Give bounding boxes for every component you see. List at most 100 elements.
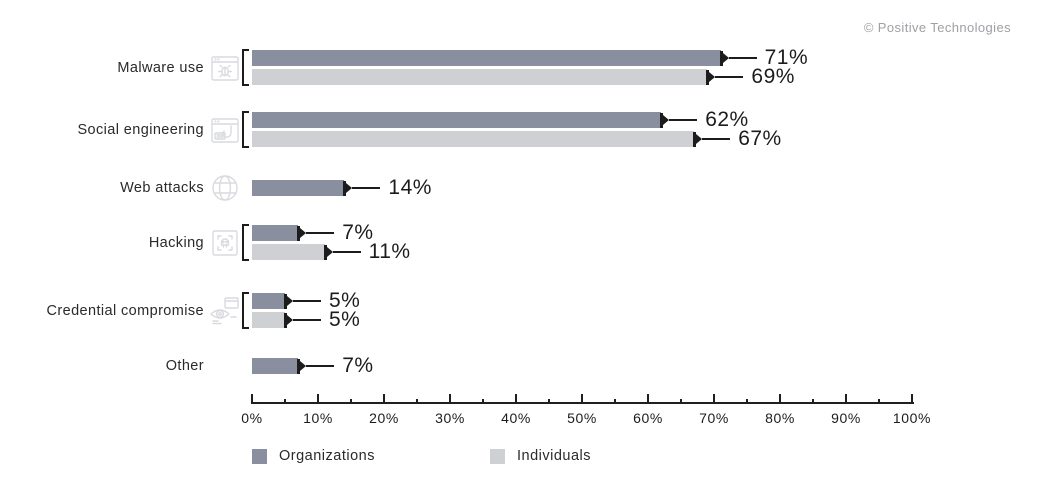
bar-row-individuals: 5% <box>252 308 360 331</box>
callout-marker <box>343 180 347 196</box>
callout-line <box>332 251 361 253</box>
axis-tick <box>449 394 451 404</box>
axis-minor-tick <box>746 399 748 404</box>
axis-tick-label: 70% <box>699 410 729 426</box>
bar-organizations <box>252 293 285 309</box>
callout-arrow <box>346 183 353 193</box>
value-label: 7% <box>342 221 374 244</box>
axis-tick <box>581 394 583 404</box>
category-label: Malware use <box>117 59 204 76</box>
bar-individuals <box>252 244 325 260</box>
value-label: 62% <box>705 108 749 131</box>
hacking-skull-icon <box>209 227 241 259</box>
bar-row-organizations: 71% <box>252 46 808 69</box>
callout-arrow <box>709 72 716 82</box>
callout-line <box>293 319 321 321</box>
malware-window-bug-icon <box>209 52 241 84</box>
axis-minor-tick <box>482 399 484 404</box>
callout-arrow <box>300 361 307 371</box>
axis-minor-tick <box>416 399 418 404</box>
bar-organizations <box>252 50 721 66</box>
callout-marker <box>660 112 664 128</box>
value-label: 11% <box>368 240 411 263</box>
axis-tick <box>845 394 847 404</box>
axis-tick-label: 40% <box>501 410 531 426</box>
axis-tick <box>647 394 649 404</box>
bar-organizations <box>252 358 299 374</box>
bar-individuals <box>252 131 695 147</box>
callout-marker <box>693 131 697 147</box>
value-label: 67% <box>738 127 782 150</box>
bar-row-individuals: 11% <box>252 240 411 263</box>
bar-row-individuals: 67% <box>252 127 782 150</box>
callout-arrow <box>663 115 670 125</box>
callout-arrow <box>696 134 703 144</box>
callout-arrow <box>287 296 293 306</box>
value-label: 71% <box>764 46 809 69</box>
axis-line <box>252 402 914 404</box>
bar-organizations <box>252 180 345 196</box>
callout-arrow <box>300 228 307 238</box>
axis-tick <box>515 394 517 404</box>
callout-marker <box>297 358 301 374</box>
group-bracket <box>242 224 249 261</box>
axis-minor-tick <box>350 399 352 404</box>
axis-minor-tick <box>548 399 550 404</box>
callout-arrow <box>326 247 333 257</box>
category-label: Hacking <box>148 234 204 251</box>
callout-line <box>306 365 335 367</box>
copyright-note: © Positive Technologies <box>863 20 1011 35</box>
callout-line <box>715 76 744 78</box>
axis-tick-label: 90% <box>831 410 861 426</box>
callout-marker <box>719 50 723 66</box>
bar-row-organizations: 14% <box>252 176 432 199</box>
callout-arrow <box>722 53 729 63</box>
callout-marker <box>284 293 287 309</box>
axis-minor-tick <box>812 399 814 404</box>
legend-label: Organizations <box>279 448 375 464</box>
category-label: Other <box>165 358 204 374</box>
axis-minor-tick <box>680 399 682 404</box>
axis-tick-label: 80% <box>765 410 795 426</box>
category-label: Web attacks <box>120 180 204 196</box>
axis-minor-tick <box>614 399 616 404</box>
axis-tick <box>713 394 715 404</box>
callout-line <box>293 300 321 302</box>
axis-tick-label: 60% <box>633 410 663 426</box>
callout-line <box>352 187 381 189</box>
callout-marker <box>706 69 710 85</box>
callout-marker <box>284 312 287 328</box>
axis-tick <box>383 394 385 404</box>
value-label: 5% <box>329 289 361 312</box>
value-label: 14% <box>388 176 432 199</box>
value-label: 69% <box>751 65 795 88</box>
axis-tick-label: 100% <box>892 410 932 426</box>
axis-minor-tick <box>878 399 880 404</box>
bar-individuals <box>252 69 708 85</box>
bar-row-organizations: 7% <box>252 221 374 244</box>
legend-swatch <box>490 448 505 464</box>
bar-individuals <box>252 312 285 328</box>
axis-tick-label: 50% <box>567 410 597 426</box>
axis-tick <box>779 394 781 404</box>
group-bracket <box>242 49 249 86</box>
group-bracket <box>242 111 249 148</box>
bar-organizations <box>252 112 662 128</box>
legend-item-individuals: Individuals <box>490 448 591 464</box>
callout-line <box>306 232 335 234</box>
bar-row-organizations: 7% <box>252 354 374 377</box>
bar-row-organizations: 5% <box>252 289 360 312</box>
credential-eye-icon <box>209 295 241 327</box>
bar-row-individuals: 69% <box>252 65 795 88</box>
legend-label: Individuals <box>517 448 592 464</box>
axis-minor-tick <box>284 399 286 404</box>
axis-tick <box>911 394 913 404</box>
phishing-window-hook-icon <box>209 114 241 146</box>
callout-marker <box>297 225 301 241</box>
category-label: Social engineering <box>77 121 204 138</box>
axis-tick <box>317 394 319 404</box>
group-bracket <box>242 292 249 329</box>
axis-tick-label: 20% <box>369 410 399 426</box>
axis-tick-label: 0% <box>241 410 263 426</box>
